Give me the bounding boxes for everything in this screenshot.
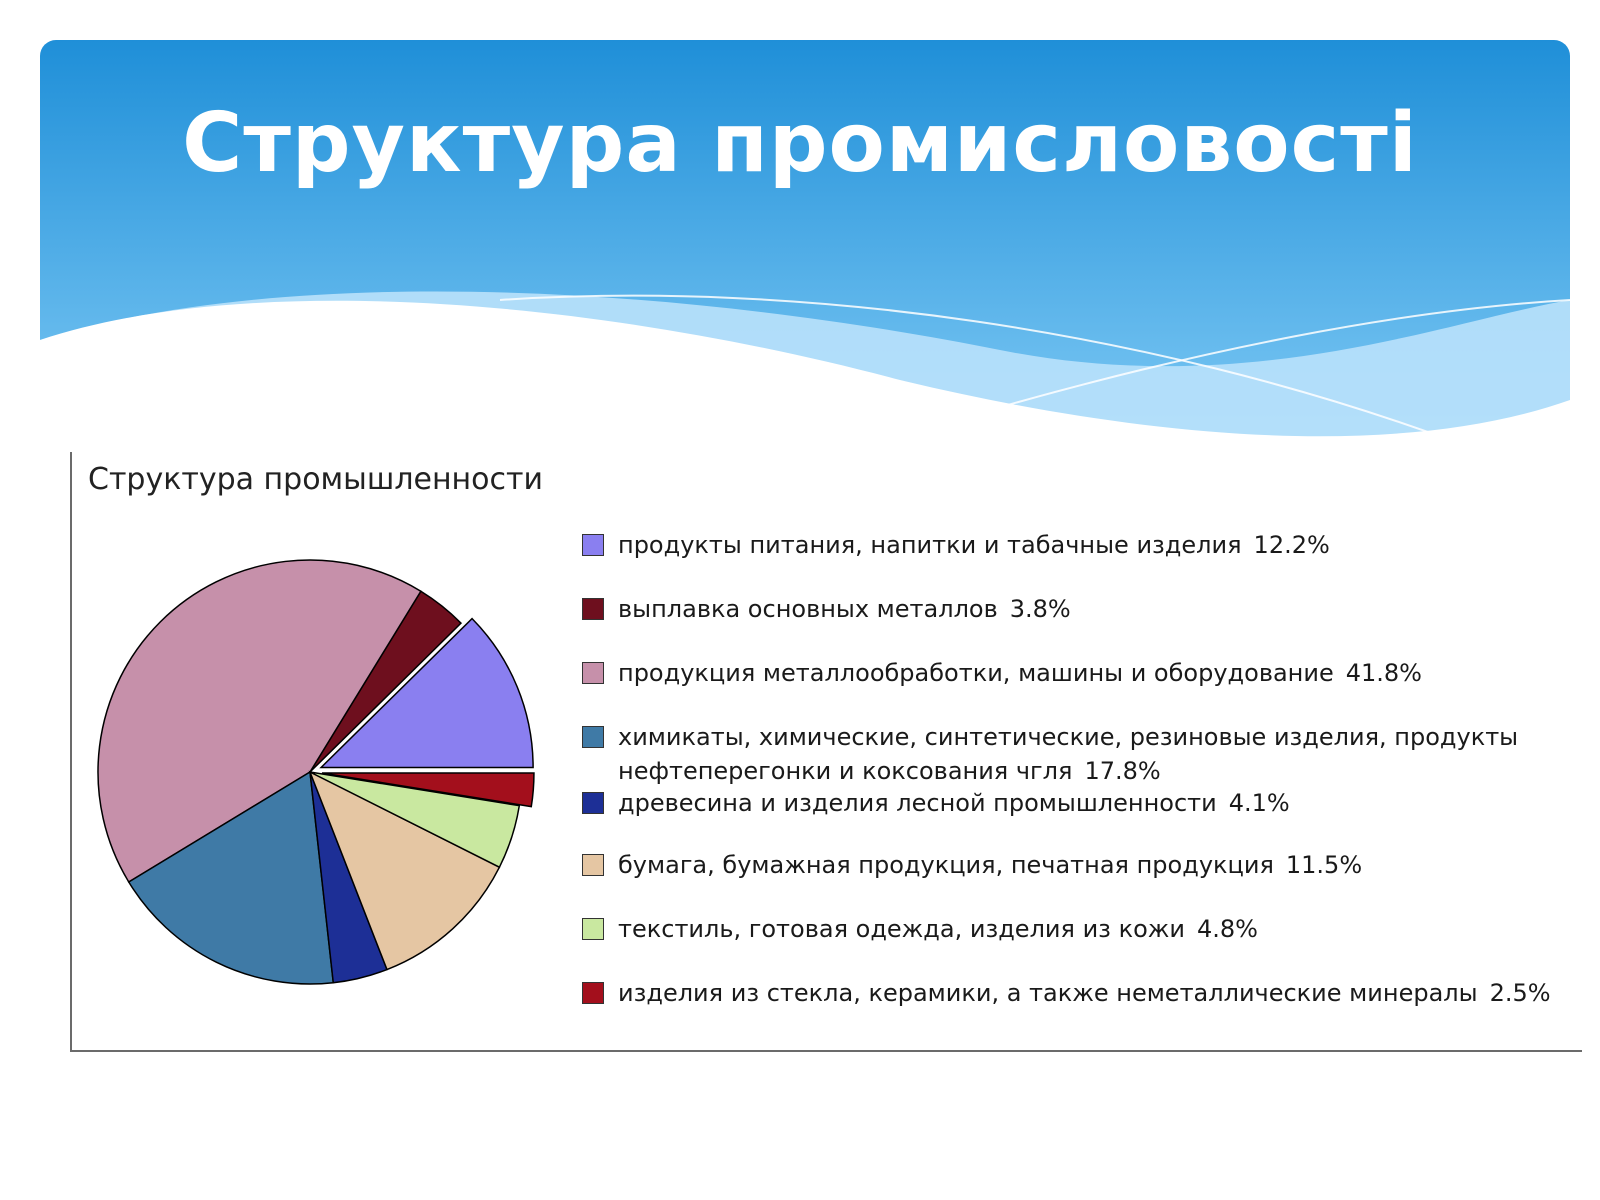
pie-slice-7 [309,771,521,869]
legend-value: 3.8% [1009,595,1071,623]
chart-title: Структура промышленности [88,462,543,497]
chart-panel: Структура промышленности продукты питани… [70,452,1582,1052]
legend-text: продукция металлообработки, машины и обо… [618,656,1422,690]
banner-wave-line-1 [499,294,1451,441]
legend-value: 41.8% [1345,659,1422,687]
legend-text: продукты питания, напитки и табачные изд… [618,528,1330,562]
legend-label: продукция металлообработки, машины и обо… [618,659,1334,687]
title-banner [40,40,1571,460]
legend-text: текстиль, готовая одежда, изделия из кож… [618,912,1258,946]
legend-item: изделия из стекла, керамики, а также нем… [582,976,1551,1010]
legend-item: бумага, бумажная продукция, печатная про… [582,848,1362,882]
legend-value: 17.8% [1084,757,1161,785]
legend-item: химикаты, химические, синтетические, рез… [582,720,1518,788]
pie-slice-3 [97,559,422,884]
legend-swatch [582,662,604,684]
legend-swatch [582,918,604,940]
legend-label: бумага, бумажная продукция, печатная про… [618,851,1274,879]
legend-label: древесина и изделия лесной промышленност… [618,789,1217,817]
banner-wave-line-2 [989,299,1571,411]
legend-label: изделия из стекла, керамики, а также нем… [618,979,1478,1007]
legend-swatch [582,598,604,620]
slide-title: Структура промисловості [182,96,1418,191]
legend-text: выплавка основных металлов 3.8% [618,592,1071,626]
legend-label: химикаты, химические, синтетические, рез… [618,723,1519,751]
pie-slice-8 [321,772,535,808]
pie-slice-4 [127,770,335,985]
pie-slice-6 [308,770,501,971]
legend-item: текстиль, готовая одежда, изделия из кож… [582,912,1258,946]
legend-value: 11.5% [1285,851,1363,879]
legend-swatch [582,726,604,748]
pie-slice-1 [319,617,534,769]
legend-item: продукция металлообработки, машины и обо… [582,656,1422,690]
pie-chart [97,559,535,985]
legend-value: 4.1% [1228,789,1290,817]
legend-swatch [582,854,604,876]
legend-value: 12.2% [1253,531,1330,559]
legend-label-line2: нефтеперегонки и коксования чгля [618,757,1073,785]
banner-wave-white [40,300,1570,460]
legend-label: продукты питания, напитки и табачные изд… [618,531,1242,559]
legend-text: бумага, бумажная продукция, печатная про… [618,848,1362,882]
legend-value: 4.8% [1196,915,1258,943]
legend-item: продукты питания, напитки и табачные изд… [582,528,1330,562]
legend-item: выплавка основных металлов 3.8% [582,592,1071,626]
legend-text: изделия из стекла, керамики, а также нем… [618,976,1551,1010]
legend-value: 2.5% [1489,979,1551,1007]
legend-swatch [582,792,604,814]
legend-label: текстиль, готовая одежда, изделия из кож… [618,915,1185,943]
legend-text: древесина и изделия лесной промышленност… [618,786,1290,820]
legend-text: химикаты, химические, синтетические, рез… [618,720,1518,788]
legend-label: выплавка основных металлов [618,595,998,623]
legend-item: древесина и изделия лесной промышленност… [582,786,1290,820]
legend-swatch [582,982,604,1004]
legend-swatch [582,534,604,556]
